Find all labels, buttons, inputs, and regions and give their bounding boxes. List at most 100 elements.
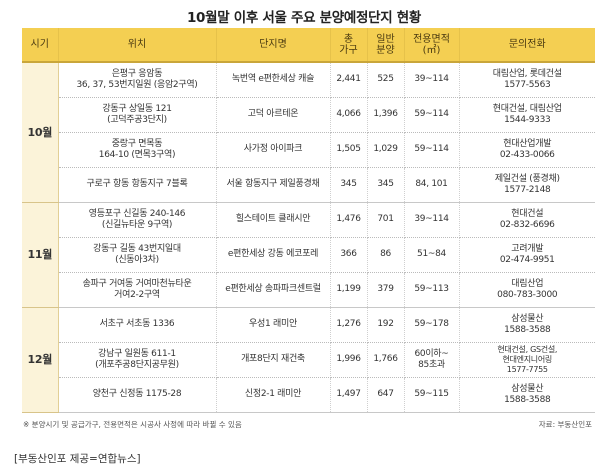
total-units-cell: 1,505	[330, 132, 368, 168]
photo-caption: [부동산인포 제공=연합뉴스]	[14, 453, 141, 465]
general-sale-cell: 525	[367, 62, 405, 98]
contact-cell: 대림산업 080-783-3000	[459, 272, 595, 308]
contact-line: 1577-5563	[504, 79, 551, 90]
contact-cell: 제일건설 (풍경채) 1577-2148	[459, 167, 595, 203]
contact-cell: 현대건설, 대림산업 1544-9333	[459, 97, 595, 133]
header-area-line2: (㎡)	[422, 44, 441, 56]
contact-line: 현대엔지니어링	[502, 354, 553, 364]
general-sale-cell: 379	[367, 272, 405, 308]
header-general-line2: 분양	[376, 44, 395, 56]
location-line: 중랑구 면목동	[111, 138, 163, 149]
contact-cell: 삼성물산 1588-3588	[459, 377, 595, 413]
area-cell: 84, 101	[404, 167, 460, 203]
complex-name-cell: 사가정 아이파크	[216, 132, 331, 168]
location-line: 강동구 길동 43번지일대	[93, 243, 181, 254]
header-complex: 단지명	[216, 28, 331, 63]
contact-line: 현대건설	[511, 208, 544, 219]
header-location: 위치	[58, 28, 217, 63]
location-cell: 구로구 항동 항동지구 7블록	[58, 167, 217, 203]
location-cell: 은평구 응암동 36, 37, 53번지일원 (응암2구역)	[58, 62, 217, 98]
location-line: 거여2-2구역	[114, 289, 160, 300]
table-row: 10월 은평구 응암동 36, 37, 53번지일원 (응암2구역) 녹번역 e편한세…	[22, 62, 595, 203]
location-cell: 영등포구 신길동 240-146 (신길뉴타운 9구역)	[58, 202, 217, 238]
contact-line: 02-433-0066	[499, 149, 555, 160]
contact-line: 02-832-6696	[499, 219, 555, 230]
general-sale-cell: 1,766	[367, 342, 405, 378]
area-cell: 59~178	[404, 307, 460, 343]
table-row: 양천구 신정동 1175-28 신정2-1 래미안 1,497 647 59~115 삼성…	[22, 377, 595, 413]
general-sale-cell: 86	[367, 237, 405, 273]
general-sale-cell: 1,396	[367, 97, 405, 133]
location-line: (신길뉴타운 9구역)	[101, 219, 173, 230]
table-row: 강동구 상일동 121 (고덕주공3단지) 고덕 아르테온 4,066 1,396 59~…	[22, 97, 595, 133]
month-cell: 10월	[22, 62, 59, 203]
total-units-cell: 1,276	[330, 307, 368, 343]
general-sale-cell: 647	[367, 377, 405, 413]
area-line: 59~113	[414, 284, 449, 294]
contact-line: 삼성물산	[511, 313, 544, 324]
area-cell: 59~114	[404, 132, 460, 168]
contact-line: 현대건설, 대림산업	[492, 103, 562, 114]
total-units-cell: 345	[330, 167, 368, 203]
total-units-cell: 4,066	[330, 97, 368, 133]
complex-name-cell: 개포8단지 재건축	[216, 342, 331, 378]
header-general-line1: 일반	[376, 33, 395, 45]
header-total-line1: 총	[343, 33, 354, 45]
area-line: 59~178	[414, 319, 449, 329]
general-sale-cell: 345	[367, 167, 405, 203]
total-units-cell: 1,497	[330, 377, 368, 413]
contact-cell: 현대건설 02-832-6696	[459, 202, 595, 238]
area-line: 51~84	[417, 249, 446, 259]
general-sale-cell: 1,029	[367, 132, 405, 168]
total-units-cell: 1,476	[330, 202, 368, 238]
contact-cell: 현대산업개발 02-433-0066	[459, 132, 595, 168]
footnote: ※ 분양시기 및 공급가구, 전용면적은 시공사 사정에 따라 바뀔 수 있음	[23, 420, 242, 429]
location-cell: 강남구 일원동 611-1 (개포주공8단지공무원)	[58, 342, 217, 378]
total-units-cell: 2,441	[330, 62, 368, 98]
total-units-cell: 366	[330, 237, 368, 273]
location-cell: 강동구 상일동 121 (고덕주공3단지)	[58, 97, 217, 133]
location-line: 강동구 상일동 121	[102, 103, 172, 114]
contact-line: 현대산업개발	[503, 138, 552, 149]
header-row: 시기 위치 단지명 총 가구 일반 분양 전용면적 (㎡) 문의전화	[22, 28, 595, 63]
contact-line: 제일건설 (풍경채)	[494, 173, 560, 184]
contact-line: 080-783-3000	[497, 289, 558, 300]
contact-line: 고려개발	[511, 243, 544, 254]
location-cell: 서초구 서초동 1336	[58, 307, 217, 343]
header-general: 일반 분양	[367, 28, 405, 63]
table-row: 구로구 항동 항동지구 7블록 서울 항동지구 제일풍경채 345 345 84, 10…	[22, 167, 595, 203]
total-units-cell: 1,199	[330, 272, 368, 308]
table-title: 10월말 이후 서울 주요 분양예정단지 현황	[186, 10, 422, 26]
table-row: 11월 영등포구 신길동 240-146 (신길뉴타운 9구역) 힐스테이트 클래시안…	[22, 202, 595, 308]
header-month: 시기	[22, 28, 59, 63]
contact-cell: 현대건설, GS건설, 현대엔지니어링 1577-7755	[459, 342, 595, 378]
header-total: 총 가구	[330, 28, 368, 63]
area-cell: 59~113	[404, 272, 460, 308]
location-line: 36, 37, 53번지일원 (응암2구역)	[76, 79, 198, 90]
area-cell: 59~115	[404, 377, 460, 413]
contact-line: 현대건설, GS건설,	[497, 344, 558, 354]
month-cell: 12월	[22, 307, 59, 413]
complex-name-cell: e편한세상 송파파크센트럴	[216, 272, 331, 308]
complex-name-cell: e편한세상 강동 에코포레	[216, 237, 331, 273]
area-cell: 59~114	[404, 97, 460, 133]
contact-line: 1588-3588	[504, 394, 551, 405]
location-cell: 양천구 신정동 1175-28	[58, 377, 217, 413]
location-line: 서초구 서초동 1336	[99, 319, 175, 329]
table-row: 강동구 길동 43번지일대 (신동아3차) e편한세상 강동 에코포레 366 86 51…	[22, 237, 595, 273]
contact-line: 1577-2148	[504, 184, 551, 195]
contact-line: 대림산업, 롯데건설	[492, 68, 562, 79]
source-note: 자료: 부동산인포	[538, 420, 592, 429]
location-line: 은평구 응암동	[111, 68, 163, 79]
location-line: 164-10 (면목3구역)	[98, 149, 176, 160]
complex-name-cell: 신정2-1 래미안	[216, 377, 331, 413]
header-area: 전용면적 (㎡)	[404, 28, 460, 63]
location-line: 구로구 항동 항동지구 7블록	[86, 179, 188, 189]
location-cell: 강동구 길동 43번지일대 (신동아3차)	[58, 237, 217, 273]
complex-name-cell: 고덕 아르테온	[216, 97, 331, 133]
complex-name-cell: 녹번역 e편한세상 캐슬	[216, 62, 331, 98]
presale-table: 시기 위치 단지명 총 가구 일반 분양 전용면적 (㎡) 문의전화 10월 은평…	[22, 28, 595, 413]
location-cell: 중랑구 면목동 164-10 (면목3구역)	[58, 132, 217, 168]
contact-cell: 대림산업, 롯데건설 1577-5563	[459, 62, 595, 98]
